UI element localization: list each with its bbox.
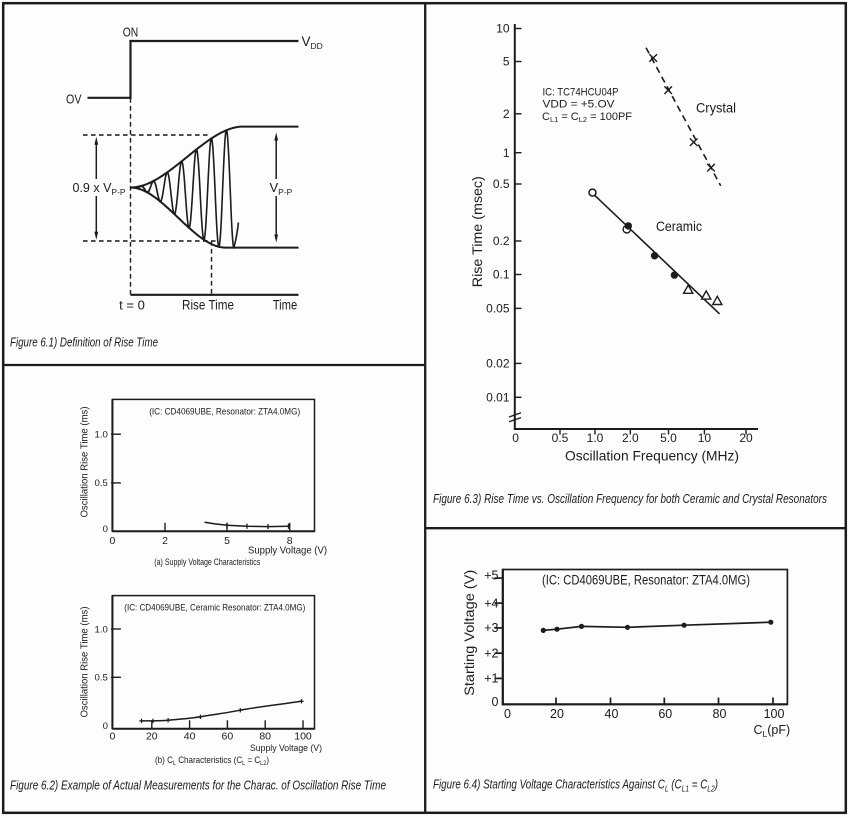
svg-text:Supply Voltage (V): Supply Voltage (V) (248, 545, 327, 556)
svg-text:VDD = +5.OV: VDD = +5.OV (543, 99, 616, 111)
svg-text:0.5: 0.5 (95, 673, 108, 684)
svg-text:0: 0 (492, 695, 499, 709)
svg-text:1.0: 1.0 (95, 430, 108, 441)
svg-text:Starting Voltage (V): Starting Voltage (V) (461, 570, 477, 696)
svg-text:60: 60 (658, 707, 672, 721)
svg-text:CL1 = CL2 = 100PF: CL1 = CL2 = 100PF (542, 111, 632, 124)
svg-text:Figure 6.2) Example of Actual: Figure 6.2) Example of Actual Measuremen… (10, 779, 386, 793)
svg-text:1.0: 1.0 (95, 624, 108, 635)
svg-text:0.5: 0.5 (493, 177, 510, 191)
svg-text:Figure 6.1) Definition of Rise: Figure 6.1) Definition of Rise Time (10, 336, 158, 350)
svg-text:(b) CL Characteristics (CL = C: (b) CL Characteristics (CL = CL2) (155, 755, 269, 767)
svg-text:1.0: 1.0 (587, 431, 604, 445)
svg-text:0: 0 (103, 524, 108, 535)
svg-text:40: 40 (605, 707, 619, 721)
svg-text:5.0: 5.0 (660, 431, 677, 445)
svg-text:Oscillation Rise Time (ms): Oscillation Rise Time (ms) (79, 407, 91, 518)
svg-text:Supply Voltage (V): Supply Voltage (V) (250, 743, 322, 754)
svg-text:+3: +3 (484, 621, 498, 635)
svg-text:0: 0 (512, 431, 519, 445)
svg-text:20: 20 (146, 731, 158, 743)
svg-text:t = 0: t = 0 (119, 298, 145, 313)
svg-text:(IC: CD4069UBE, Resonator: ZTA: (IC: CD4069UBE, Resonator: ZTA4.0MG) (149, 406, 300, 417)
svg-text:10: 10 (496, 22, 510, 36)
svg-text:20: 20 (739, 431, 753, 445)
svg-text:80: 80 (713, 707, 727, 721)
svg-text:60: 60 (222, 731, 234, 743)
svg-text:Crystal: Crystal (696, 100, 736, 116)
svg-text:0: 0 (504, 707, 511, 721)
svg-text:(IC: CD4069UBE, Ceramic Resona: (IC: CD4069UBE, Ceramic Resonator: ZTA4.… (124, 603, 305, 614)
svg-text:80: 80 (259, 731, 271, 743)
svg-text:Time: Time (273, 298, 298, 313)
svg-text:CL(pF): CL(pF) (754, 723, 791, 739)
svg-text:0.05: 0.05 (486, 302, 510, 316)
svg-text:0: 0 (109, 731, 115, 743)
svg-text:0: 0 (103, 721, 108, 732)
svg-text:8: 8 (287, 535, 293, 547)
svg-text:(a) Supply Voltage Characteris: (a) Supply Voltage Characteristics (154, 557, 260, 568)
svg-text:Oscillation Frequency (MHz): Oscillation Frequency (MHz) (565, 448, 739, 464)
svg-text:+4: +4 (484, 596, 498, 610)
svg-text:IC: TC74HCU04P: IC: TC74HCU04P (543, 87, 619, 99)
svg-text:5: 5 (224, 535, 230, 547)
svg-text:20: 20 (550, 707, 564, 721)
svg-text:0.02: 0.02 (486, 357, 510, 371)
svg-text:Figure 6.4) Starting Voltage C: Figure 6.4) Starting Voltage Characteris… (433, 778, 718, 794)
svg-text:0.2: 0.2 (493, 234, 510, 248)
svg-text:0.5: 0.5 (552, 431, 569, 445)
svg-text:10: 10 (698, 431, 712, 445)
svg-text:40: 40 (184, 731, 196, 743)
svg-text:Figure 6.3) Rise Time vs. Osci: Figure 6.3) Rise Time vs. Oscillation Fr… (433, 492, 827, 506)
svg-text:Rise Time (msec): Rise Time (msec) (469, 176, 485, 287)
svg-text:VDD: VDD (302, 34, 323, 51)
svg-text:100: 100 (294, 731, 312, 743)
svg-text:0.5: 0.5 (95, 478, 108, 489)
svg-text:1: 1 (503, 146, 510, 160)
svg-text:5: 5 (503, 55, 510, 69)
svg-text:Oscillation Rise Time (ms): Oscillation Rise Time (ms) (79, 607, 91, 718)
svg-text:(IC: CD4069UBE, Resonator: ZTA: (IC: CD4069UBE, Resonator: ZTA4.0MG) (542, 572, 750, 587)
svg-text:ON: ON (123, 26, 139, 40)
svg-text:+5: +5 (484, 569, 498, 583)
svg-text:Ceramic: Ceramic (656, 218, 702, 234)
svg-text:0.01: 0.01 (486, 391, 510, 405)
svg-text:+1: +1 (484, 672, 498, 686)
svg-text:2: 2 (162, 535, 168, 547)
svg-text:Rise Time: Rise Time (182, 298, 234, 313)
svg-text:0: 0 (109, 535, 115, 547)
svg-text:100: 100 (764, 707, 785, 721)
svg-text:0.1: 0.1 (493, 268, 510, 282)
svg-text:2.0: 2.0 (622, 431, 639, 445)
svg-text:OV: OV (66, 92, 82, 106)
svg-text:+2: +2 (484, 646, 498, 660)
svg-text:2: 2 (503, 107, 510, 121)
